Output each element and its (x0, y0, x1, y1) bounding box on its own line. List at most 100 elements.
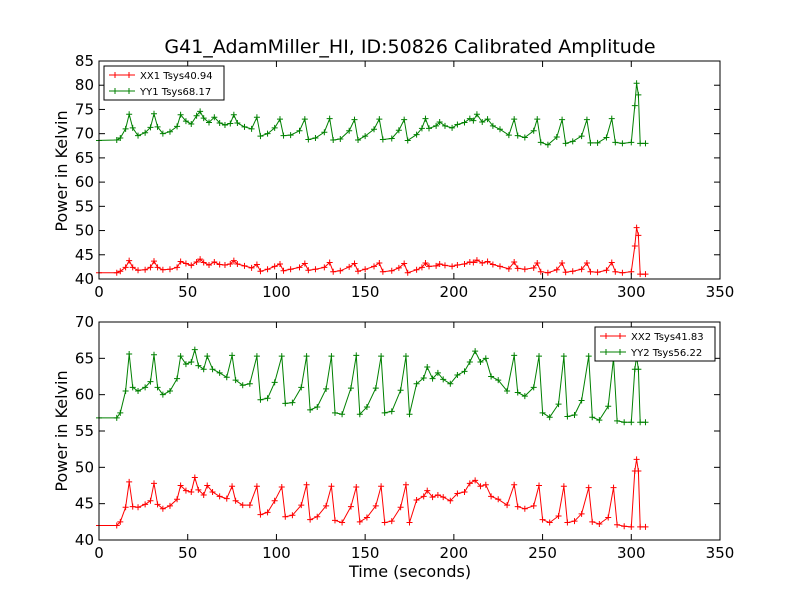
bottom-series-1-point (536, 353, 543, 360)
bottom-series-1-point (397, 387, 404, 394)
top-series-1-point (197, 108, 204, 115)
bottom-series-0-point (397, 504, 404, 511)
top-series-0-point (404, 269, 411, 276)
bottom-series-0-point (232, 497, 239, 504)
bottom-legend-box (594, 326, 716, 362)
bottom-series-1-point (151, 351, 158, 358)
top-series-0-point (257, 268, 264, 275)
bottom-series-0-point (514, 503, 521, 510)
bottom-series-1-point (200, 366, 207, 373)
top-series-1-point (642, 140, 649, 147)
bottom-series-0-point (633, 456, 640, 463)
top-series-1-point (234, 120, 241, 127)
top-series-0-point (426, 263, 433, 270)
bottom-series-0-point (264, 509, 271, 516)
top-series-1-point (433, 122, 440, 129)
top-series-0-point (422, 260, 429, 267)
top-legend-label: YY1 Tsys68.17 (139, 87, 211, 98)
top-series-1-point (496, 126, 503, 133)
top-series-1-point (466, 115, 473, 122)
top-series-0-point (188, 262, 195, 269)
bottom-series-1-point (514, 389, 521, 396)
top-series-0-point (441, 262, 448, 269)
top-series-1-point (200, 115, 207, 122)
bottom-series-0-point (420, 493, 427, 500)
top-series-1-point (193, 112, 200, 119)
top-series-0-point (296, 264, 303, 271)
bottom-series-0-point (477, 483, 484, 490)
top-legend-box (103, 65, 225, 101)
top-series-0-point (534, 260, 541, 267)
top-series-1-point (628, 139, 635, 146)
bottom-legend-marker (603, 349, 623, 355)
top-series-1-point (129, 124, 136, 131)
top-legend-label: XX1 Tsys40.94 (140, 71, 213, 82)
top-series-1-point (479, 119, 486, 126)
bottom-series-0-point (434, 491, 441, 498)
bottom-xtick-label: 0 (94, 544, 104, 562)
top-series-1-point (612, 139, 619, 146)
top-series-0-point (603, 267, 610, 274)
bottom-series-0-point (278, 483, 285, 490)
bottom-series-1-point (314, 404, 321, 411)
top-series-1-point (126, 111, 133, 118)
bottom-series-1-point (278, 353, 285, 360)
top-series-0-point (182, 260, 189, 267)
top-series-1-point (436, 119, 443, 126)
top-series-0-point (159, 266, 166, 273)
bottom-series-0-point (353, 483, 360, 490)
bottom-series-1-point (126, 350, 133, 357)
bottom-ytick-label: 50 (75, 458, 94, 476)
top-series-0-point (562, 269, 569, 276)
top-ytick-label: 40 (75, 270, 94, 288)
bottom-series-1-point (555, 401, 562, 408)
bottom-series-1-point (585, 353, 592, 360)
top-xtick-label: 300 (617, 283, 646, 301)
bottom-series-0-point (303, 481, 310, 488)
top-series-0-point (129, 264, 136, 271)
top-series-0-point (147, 264, 154, 271)
top-series-0-point (521, 266, 528, 273)
top-series-0-point (569, 268, 576, 275)
bottom-series-0-point (466, 480, 473, 487)
top-series-1-point (174, 123, 181, 130)
top-ytick-label: 75 (75, 100, 94, 118)
bottom-series-1-point (188, 358, 195, 365)
top-series-1-point (321, 129, 328, 136)
bottom-series-0-point (239, 502, 246, 509)
top-series-0-point (418, 264, 425, 271)
top-series-1-point (404, 137, 411, 144)
top-series-1-point (206, 119, 213, 126)
bottom-series-0-point (282, 513, 289, 520)
top-panel-series (96, 80, 649, 278)
bottom-xtick-label: 100 (262, 544, 291, 562)
bottom-ytick-label: 65 (75, 349, 94, 367)
top-series-1-point (326, 115, 333, 122)
top-series-1-point (177, 111, 184, 118)
top-series-0-point (200, 259, 207, 266)
top-series-1-point (578, 133, 585, 140)
bottom-series-1-point (495, 377, 502, 384)
bottom-series-1-point (637, 419, 644, 426)
top-legend-marker (112, 72, 132, 78)
top-series-0-point (174, 264, 181, 271)
top-series-0-point (612, 268, 619, 275)
top-series-0-point (197, 256, 204, 263)
top-series-1-point (473, 111, 480, 118)
bottom-series-0-point (356, 518, 363, 525)
bottom-series-0-point (511, 481, 518, 488)
top-xtick-label: 0 (94, 283, 104, 301)
bottom-series-0-point (147, 497, 154, 504)
bottom-series-0-point (555, 513, 562, 520)
bottom-series-0-point (447, 497, 454, 504)
top-series-1-point (454, 121, 461, 128)
top-series-0-point (594, 269, 601, 276)
top-ytick-label: 55 (75, 197, 94, 215)
top-series-1-point (470, 117, 477, 124)
top-series-1-point (264, 130, 271, 137)
bottom-series-0-point (589, 518, 596, 525)
bottom-series-1-point (129, 384, 136, 391)
top-series-1-point (188, 120, 195, 127)
bottom-series-1-point (381, 409, 388, 416)
bottom-series-0-point (188, 489, 195, 496)
